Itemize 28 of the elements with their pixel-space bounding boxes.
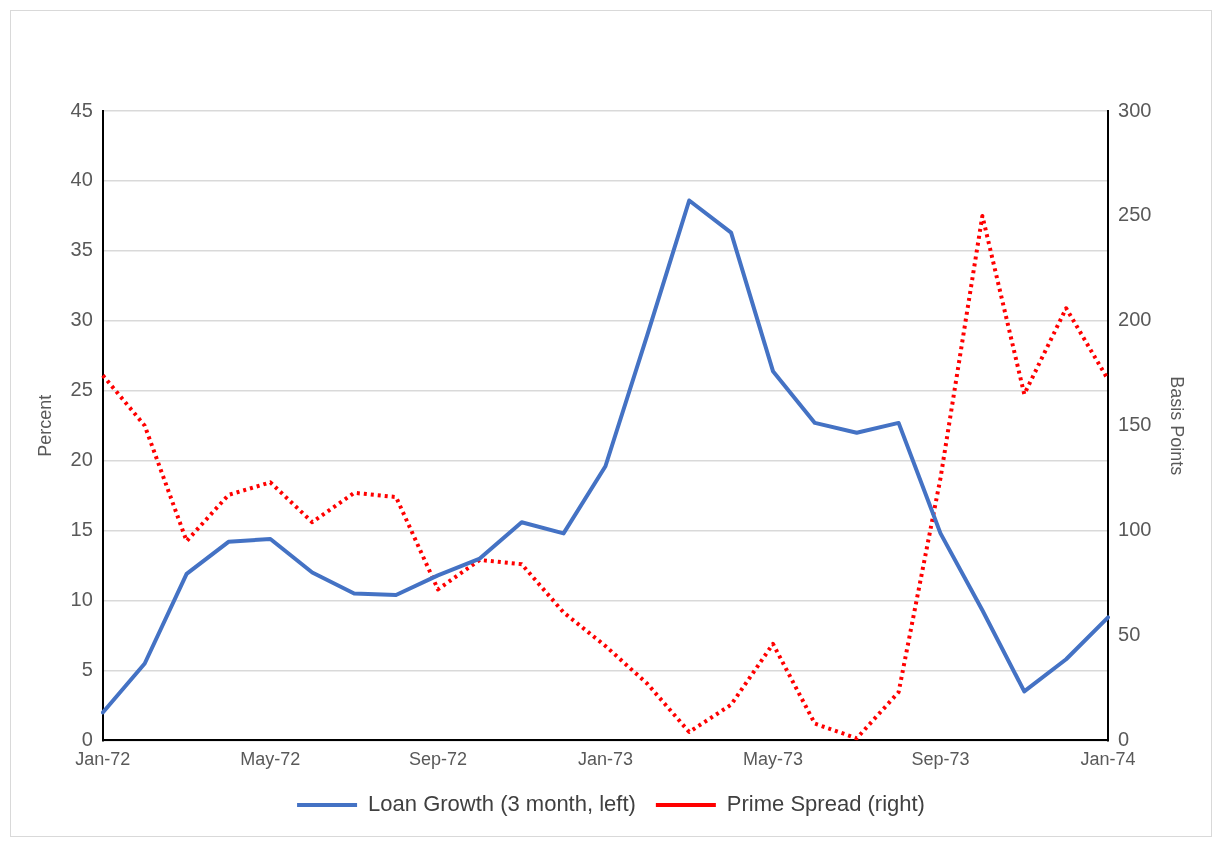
y2-tick-label: 250 bbox=[1118, 203, 1152, 226]
x-tick-label: May-72 bbox=[240, 749, 301, 770]
y-tick-label: 10 bbox=[70, 588, 93, 611]
y2-tick-label: 50 bbox=[1118, 623, 1141, 646]
y2-tick-label: 200 bbox=[1118, 308, 1152, 331]
x-tick-label: May-73 bbox=[742, 749, 803, 770]
y-tick-label: 40 bbox=[70, 168, 93, 191]
x-tick-label: Jan-73 bbox=[577, 749, 633, 770]
y-tick-label: 35 bbox=[70, 238, 93, 261]
y-tick-label: 5 bbox=[81, 657, 93, 680]
y-tick-label: 45 bbox=[70, 98, 93, 121]
y2-tick-label: 300 bbox=[1118, 98, 1152, 121]
y2-tick-label: 150 bbox=[1118, 413, 1152, 436]
x-tick-label: Sep-73 bbox=[911, 749, 970, 770]
y2-axis-title: Basis Points bbox=[1167, 376, 1188, 476]
y-tick-label: 0 bbox=[81, 727, 93, 750]
x-tick-label: Jan-74 bbox=[1080, 749, 1136, 770]
x-tick-label: Sep-72 bbox=[408, 749, 467, 770]
y-tick-label: 20 bbox=[70, 448, 93, 471]
y-tick-label: 15 bbox=[70, 518, 93, 541]
y-tick-label: 25 bbox=[70, 378, 93, 401]
x-tick-label: Jan-72 bbox=[75, 749, 131, 770]
legend-label: Loan Growth (3 month, left) bbox=[368, 791, 636, 817]
y2-tick-label: 0 bbox=[1118, 727, 1130, 750]
legend-label: Prime Spread (right) bbox=[726, 791, 925, 817]
y2-tick-label: 100 bbox=[1118, 518, 1152, 541]
y-tick-label: 30 bbox=[70, 308, 93, 331]
y-axis-title: Percent bbox=[34, 394, 55, 457]
